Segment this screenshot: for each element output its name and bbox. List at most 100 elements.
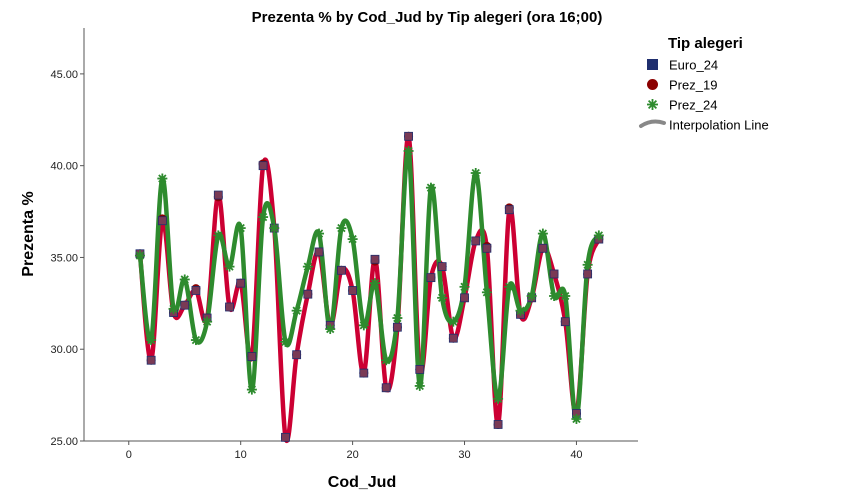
legend-label: Prez_24 [669,98,717,113]
euro-24-point [493,420,503,429]
euro-24-point [437,262,447,272]
prez-24-point [560,290,571,301]
prez-24-point [269,223,280,234]
euro-24-point [359,368,369,378]
tick-group: 25.00 30.00 35.00 40.00 45.00 0 10 20 30 40 [50,69,582,461]
euro-24-point [258,161,268,171]
prez-24-point [571,413,582,424]
euro-24-point [392,322,402,332]
prez-24-point [302,261,313,272]
x-tick-label: 40 [570,449,582,461]
euro-24-point [337,265,346,275]
interpolation-lines [137,134,601,443]
legend-label: Interpolation Line [669,118,769,133]
euro-24-point [415,365,425,374]
legend-star-icon [647,99,658,110]
prez-24-point [213,230,224,241]
euro-24-point [157,216,167,226]
euro-24-point [426,273,436,283]
prez-24-point [202,316,213,327]
euro-24-point [404,131,413,141]
euro-24-point [448,333,458,343]
prez-24-point [470,168,481,179]
prez-24-point [146,335,157,346]
prez-24-point [403,145,414,156]
euro-24-point [460,293,469,303]
prez-24-point [224,261,235,272]
chart-title: Prezenta % by Cod_Jud by Tip alegeri (or… [252,9,603,26]
euro-24-point [303,289,313,299]
prez-24-point [235,223,246,234]
legend-title: Tip alegeri [668,35,743,52]
euro-24-point [583,269,593,279]
euro-24-interpolation-line [137,134,601,443]
prez-24-point [481,287,492,298]
x-tick-label: 0 [126,449,132,461]
prez-24-point [325,324,336,335]
y-tick-label: 45.00 [50,69,78,81]
prez-24-point [392,313,403,324]
prez-24-point [358,320,369,331]
euro-24-point [146,355,156,365]
legend-item: Prez_19 [647,78,717,93]
euro-24-point [236,278,246,288]
euro-24-point [225,302,234,312]
euro-24-point [281,432,290,442]
prez-24-point [381,355,392,366]
prez-24-point [258,212,269,223]
y-axis-title: Prezenta % [20,191,37,276]
euro-24-point [348,286,358,295]
prez-24-point [593,230,604,241]
legend-label: Prez_19 [669,78,717,93]
euro-24-point [538,243,548,253]
prez-24-point [190,335,201,346]
prez-24-point [459,281,470,292]
euro-24-point [292,350,302,360]
legend-circle-icon [647,79,658,90]
euro-24-point [560,317,570,327]
prez-24-point [537,228,548,239]
euro-24-point [370,254,380,264]
euro-24-point [180,300,190,310]
x-axis-title: Cod_Jud [328,474,396,491]
x-tick-label: 20 [346,449,358,461]
euro-24-point [471,236,481,246]
euro-24-point [314,247,324,257]
euro-24-point [191,286,201,295]
prez-24-point [168,303,179,314]
prez-24-point [291,305,302,316]
euro-24-point [504,205,514,215]
prez-24-point [582,259,593,270]
y-tick-label: 30.00 [50,344,78,356]
x-tick-label: 30 [458,449,470,461]
prez-24-point [493,393,504,404]
x-tick-label: 10 [235,449,247,461]
y-tick-label: 35.00 [50,252,78,264]
data-markers [134,131,604,442]
euro-24-point [247,352,257,361]
prez-24-point [347,234,358,245]
prez-24-point [314,228,325,239]
prez-24-point [549,290,560,301]
prez-24-point [369,278,380,289]
axes [83,28,638,442]
prez-24-point [437,292,448,303]
legend: Tip alegeri Euro_24 Prez_19 Prez_24 Interpo… [639,35,769,133]
y-tick-label: 25.00 [50,436,78,448]
prez-24-point [336,223,347,234]
legend-line-icon [639,119,666,128]
legend-items: Euro_24 Prez_19 Prez_24 Interpolation Line [639,58,769,133]
prez-24-point [425,182,436,193]
y-tick-label: 40.00 [50,161,78,173]
prez-24-point [504,281,515,292]
prez-24-point [246,384,257,395]
prez-24-point [414,380,425,391]
euro-24-point [213,190,223,200]
prez-24-point [515,305,526,316]
euro-24-point [549,269,559,279]
prez-24-point [448,316,459,327]
legend-item: Interpolation Line [639,118,769,133]
legend-square-icon [647,59,658,70]
legend-item: Prez_24 [647,98,717,113]
